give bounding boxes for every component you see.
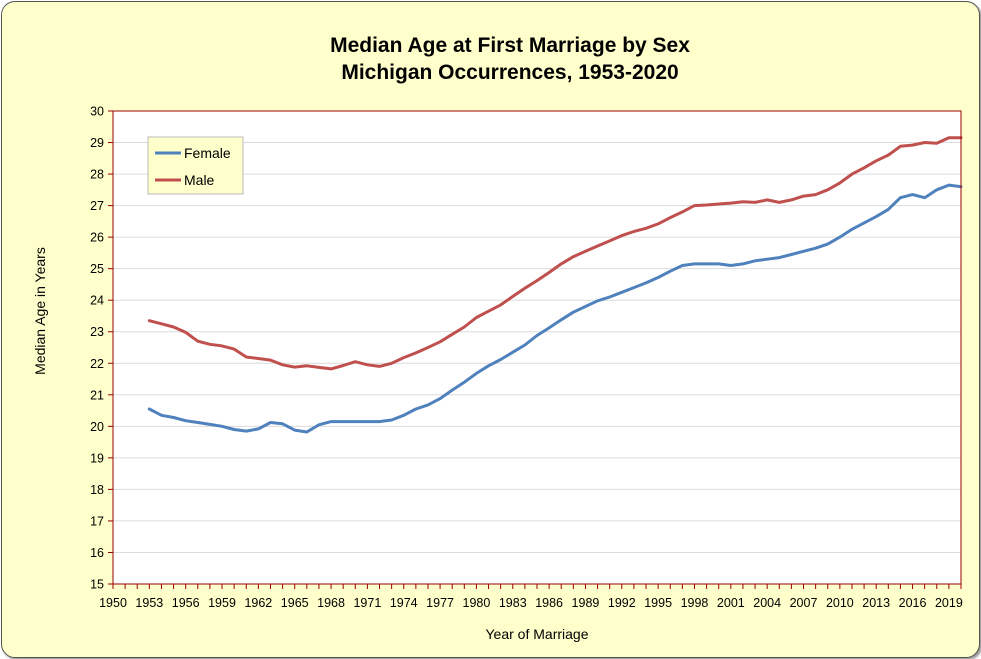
x-tick-label: 2019 [935,596,963,610]
x-tick-label: 1977 [426,596,454,610]
legend: Female Male [147,136,244,195]
x-tick-label: 2007 [790,596,818,610]
y-tick-label: 27 [90,199,104,213]
y-axis-ticks: 15 16 17 18 19 20 21 22 23 24 25 26 27 28 29 30 [90,105,113,592]
x-tick-label: 2013 [862,596,890,610]
plot-area [113,111,961,584]
x-tick-label: 1986 [535,596,563,610]
x-tick-label: 1965 [281,596,309,610]
x-tick-label: 1989 [572,596,600,610]
series-line-female [147,183,963,434]
x-axis-title: Year of Marriage [486,626,589,642]
y-tick-label: 18 [90,483,104,497]
legend-label-male: Male [184,172,215,188]
chart-title: Median Age at First Marriage by Sex [330,34,690,57]
series-line-male [147,136,963,371]
x-tick-label: 1956 [172,596,200,610]
x-tick-label: 2016 [899,596,927,610]
y-tick-label: 24 [90,294,104,308]
series-layer [147,136,963,434]
y-tick-label: 16 [90,546,104,560]
x-tick-label: 1983 [499,596,527,610]
x-tick-label: 1995 [644,596,672,610]
y-tick-label: 20 [90,420,104,434]
x-tick-label: 1950 [99,596,127,610]
x-tick-label: 1992 [608,596,636,610]
x-tick-label: 1998 [681,596,709,610]
x-tick-label: 2004 [753,596,781,610]
y-tick-label: 30 [90,105,104,119]
y-tick-label: 23 [90,325,104,339]
x-tick-label: 1968 [317,596,345,610]
x-tick-label: 1962 [244,596,272,610]
chart-subtitle: Michigan Occurrences, 1953-2020 [341,61,678,84]
x-tick-label: 1971 [353,596,381,610]
y-tick-label: 28 [90,168,104,182]
y-tick-label: 19 [90,451,104,465]
x-tick-label: 1974 [390,596,418,610]
y-axis-title: Median Age in Years [32,247,48,375]
y-tick-label: 17 [90,514,104,528]
x-tick-label: 1980 [463,596,491,610]
y-tick-label: 22 [90,357,104,371]
y-tick-label: 26 [90,231,104,245]
legend-box [147,136,244,195]
y-tick-label: 25 [90,262,104,276]
legend-label-female: Female [184,145,231,161]
x-tick-label: 2001 [717,596,745,610]
x-tick-label: 1959 [208,596,236,610]
x-tick-label: 1953 [135,596,163,610]
x-tick-label: 2010 [826,596,854,610]
y-tick-label: 21 [90,388,104,402]
y-tick-label: 15 [90,578,104,592]
x-axis-ticks: 1950 1953 1956 1959 1962 1965 1968 1971 1974 1977… [99,584,963,610]
y-tick-label: 29 [90,136,104,150]
